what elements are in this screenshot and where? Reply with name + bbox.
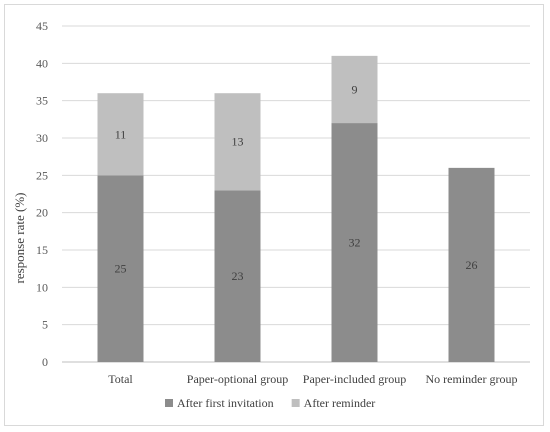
bar-segment-first-invitation [448,167,495,362]
y-tick-label: 35 [36,94,48,108]
legend-label: After first invitation [177,396,274,410]
data-label: 26 [466,258,478,272]
bar-segment-reminder [331,55,378,124]
x-category-label: Paper-optional group [187,372,288,386]
y-axis-label: response rate (%) [12,193,27,284]
y-tick-label: 40 [36,56,48,70]
y-tick-label: 0 [42,355,48,369]
bar-segment-first-invitation [331,123,378,362]
data-label: 9 [352,82,358,96]
data-label: 25 [115,262,127,276]
y-tick-label: 10 [36,280,48,294]
data-label: 23 [232,269,244,283]
data-label: 32 [349,236,361,250]
bar-segment-first-invitation [97,175,144,362]
y-tick-label: 30 [36,131,48,145]
y-axis-ticks: 0 5 10 15 20 25 30 35 40 45 [36,19,48,369]
bar-segment-first-invitation [214,190,261,362]
x-category-label: No reminder group [426,372,518,386]
y-tick-label: 15 [36,243,48,257]
data-labels: 25 11 23 13 32 9 26 [115,82,478,283]
x-category-label: Paper-included group [303,372,406,386]
legend: After first invitation After reminder [165,396,375,410]
bar-segment-reminder [214,93,261,191]
x-axis-labels: Total Paper-optional group Paper-included … [108,372,517,386]
x-category-label: Total [108,372,133,386]
y-tick-label: 5 [42,318,48,332]
legend-swatch [291,399,300,407]
y-tick-label: 25 [36,168,48,182]
bar-segment-reminder [97,93,144,176]
legend-swatch [165,399,173,407]
y-tick-label: 20 [36,206,48,220]
data-label: 13 [232,135,244,149]
legend-label: After reminder [304,396,376,410]
data-label: 11 [115,127,127,141]
bars [97,55,495,362]
y-tick-label: 45 [36,19,48,33]
